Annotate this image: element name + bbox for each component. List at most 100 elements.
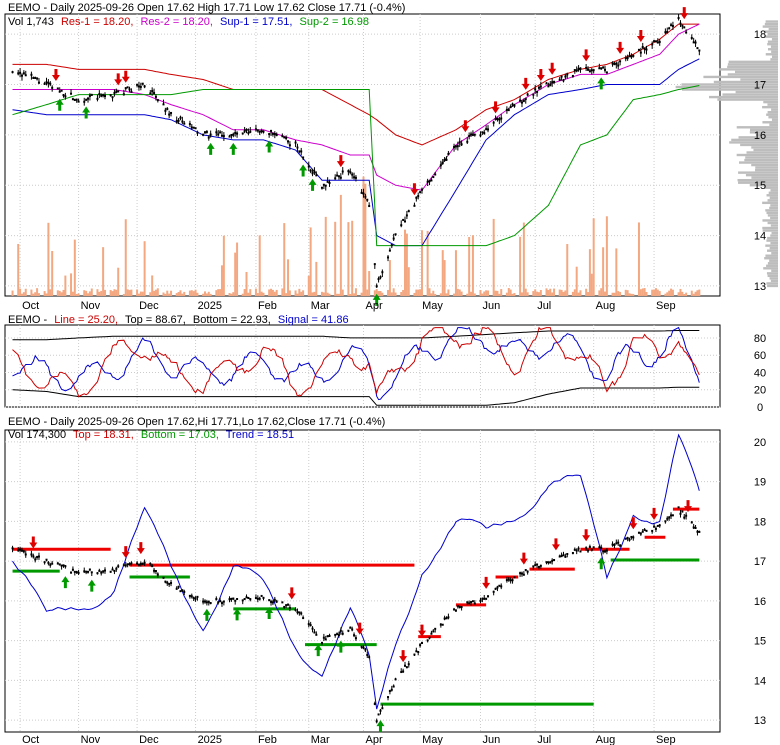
y-tick-label: 20 [754,437,766,449]
volume-profile-bar [767,214,778,217]
candle-body [466,601,469,604]
volume-bar [362,176,365,296]
volume-bar [653,289,656,296]
candle-body [379,276,382,279]
volume-bar [71,291,74,296]
candle-body [20,74,23,77]
volume-bar [313,291,316,296]
candle-body [434,627,437,630]
candle-body [545,561,548,564]
candle-body [183,590,186,593]
y-tick-label: 18 [754,516,766,528]
candle-body [324,638,327,641]
candle-body [505,108,508,111]
volume-profile-bar [739,161,778,164]
volume-bar [666,292,669,296]
volume-profile-bar [745,156,778,159]
volume-bar [592,218,595,296]
candle-body [526,570,529,573]
volume-bar [194,289,197,296]
candle-body [283,605,286,608]
candle-body [415,196,418,199]
candle-body [311,172,314,175]
candle-body [188,594,191,597]
volume-bar [47,222,50,296]
volume-bar [300,291,303,296]
volume-bar [426,230,429,296]
candle-body [511,103,514,106]
candle-body [498,118,501,121]
candle-body [426,639,429,642]
y-tick-label: 14 [754,675,766,687]
candle-body [19,548,22,551]
candle-body [100,94,103,97]
candle-body [58,90,61,93]
price-panel-title: EEMO - Daily 2025-09-26 Open 17.62 High … [8,2,405,14]
volume-profile-bar [764,30,778,33]
volume-profile-bar [764,35,778,38]
series-sup-2 [12,85,700,247]
volume-bar [73,239,76,296]
candle-body [139,562,142,565]
candle-body [413,653,416,656]
candle-body [219,131,222,134]
series-trend [12,433,700,710]
candle-body [175,120,178,123]
volume-bar [228,293,231,296]
candle-body [653,525,656,528]
x-tick-label: Oct [22,300,39,312]
candle-body [522,573,525,576]
candle-body [24,553,27,556]
candle-body [558,78,561,81]
volume-bar [683,293,686,296]
volume-bar [430,293,433,296]
down-arrow [461,120,470,133]
candle-body [519,572,522,575]
candle-body [513,104,516,107]
volume-bar [509,289,512,296]
candle-body [494,587,497,590]
volume-profile-bar [770,189,778,192]
candle-body [681,24,684,27]
candle-body [388,690,391,693]
up-arrow [202,608,211,621]
volume-bar [468,236,471,296]
volume-bar [234,252,237,296]
candle-body [458,606,461,609]
candle-body [183,122,186,125]
volume-bar [513,292,516,296]
volume-bar [681,291,684,296]
down-arrow [121,70,130,83]
candle-body [313,170,316,173]
volume-bar [366,289,369,296]
volume-bar [294,290,297,296]
candle-body [551,559,554,562]
candle-body [351,173,354,176]
candle-body [353,176,356,179]
candle-body [560,555,563,558]
candle-body [302,617,305,620]
candle-body [130,90,133,93]
y-tick-label: 19 [754,477,766,489]
candle-body [45,558,48,561]
candle-body [281,601,284,604]
volume-bar [432,290,435,296]
candle-body [273,598,276,601]
candle-body [404,664,406,667]
volume-profile-bar [766,211,778,215]
down-arrow [521,77,530,90]
x-tick-label: Mar [311,734,330,745]
volume-profile-bar [762,121,778,124]
candle-body [260,130,263,133]
candle-body [651,529,654,532]
candle-body [87,570,90,573]
candle-body [377,278,380,281]
candle-body [432,630,435,633]
candle-body [611,62,614,65]
volume-bar [547,290,550,296]
volume-profile-bar [751,176,778,179]
candle-body [553,558,556,561]
candle-body [683,516,686,519]
candle-body [645,48,648,51]
candle-body [236,132,239,135]
